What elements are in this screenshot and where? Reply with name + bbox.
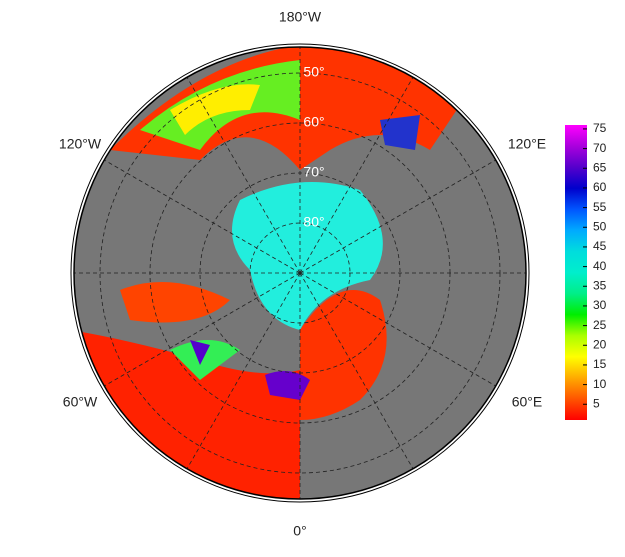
- colorbar-tick-label: 40: [593, 259, 607, 273]
- norwegian-sea: [265, 371, 310, 400]
- lat-label: 60°: [303, 114, 324, 130]
- colorbar-tick-label: 10: [593, 377, 607, 391]
- colorbar-tick-label: 50: [593, 219, 607, 233]
- lat-label: 70°: [303, 164, 324, 180]
- okhotsk: [380, 115, 420, 150]
- map-frame: [70, 43, 530, 503]
- meridian: [299, 159, 496, 274]
- lon-label: 60°E: [512, 394, 543, 410]
- colorbar-tick-label: 25: [593, 318, 607, 332]
- lon-label: 180°W: [279, 9, 322, 25]
- colorbar-tick-label: 20: [593, 337, 607, 351]
- pacific-yellow: [170, 84, 260, 135]
- colorbar-tick-label: 70: [593, 141, 607, 155]
- lat-label: 50°: [303, 64, 324, 80]
- lon-label: 120°W: [59, 136, 102, 152]
- barents-sea: [300, 290, 387, 420]
- lon-label: 0°: [293, 523, 306, 539]
- colorbar: 5 10 15 20 25 30 35 40 45 50 55 60 65 70 75: [565, 121, 607, 420]
- colorbar-tick-label: 35: [593, 278, 607, 292]
- meridian: [299, 272, 496, 387]
- colorbar-tick-label: 55: [593, 200, 607, 214]
- baffin-bay: [190, 340, 210, 365]
- lon-label: 60°W: [63, 394, 98, 410]
- meridian: [104, 159, 301, 274]
- hudson-bay: [120, 282, 230, 323]
- labrador-sea: [170, 340, 240, 380]
- meridian: [299, 77, 414, 274]
- colorbar-tick-label: 65: [593, 160, 607, 174]
- meridian: [186, 272, 301, 469]
- meridian: [299, 272, 414, 469]
- lon-label: 120°E: [508, 136, 546, 152]
- colorbar-tick-label: 5: [593, 396, 600, 410]
- colorbar-scale: [565, 125, 587, 420]
- colorbar-tick-label: 45: [593, 239, 607, 253]
- colorbar-tick-label: 15: [593, 357, 607, 371]
- map-border: [73, 46, 527, 500]
- meridian: [186, 77, 301, 274]
- colorbar-tick-label: 60: [593, 180, 607, 194]
- graticule: [74, 47, 526, 499]
- arctic-ocean: [232, 182, 383, 330]
- meridian: [104, 272, 301, 387]
- colorbar-tick-label: 75: [593, 121, 607, 135]
- colorbar-tick-label: 30: [593, 298, 607, 312]
- lat-label: 80°: [303, 214, 324, 230]
